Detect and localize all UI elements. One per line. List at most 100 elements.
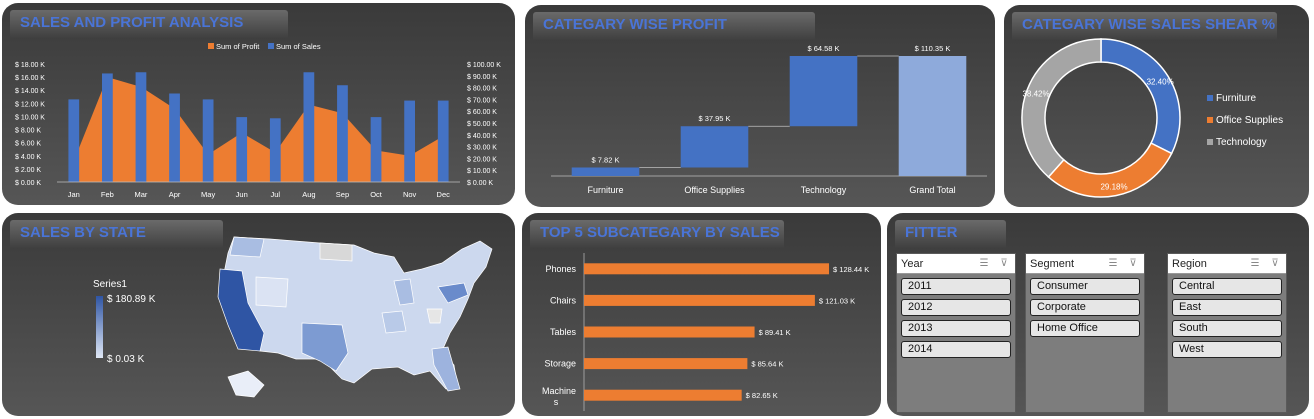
category-tick-label: Furniture [587, 185, 623, 195]
sales-profit-chart: Sum of Profit Sum of Sales $ 0.00 K $ 2.00 … [15, 42, 501, 199]
category-tick-label: Technology [801, 185, 847, 195]
state-washington [229, 236, 265, 258]
slicer-item-segment[interactable]: Home Office [1030, 320, 1140, 337]
category-share-panel: CATEGARY WISE SALES SHEAR % 32.40% 29.18%… [1004, 5, 1309, 207]
month-tick-label: Aug [302, 190, 315, 199]
region-slicer-header: Region ☰ ⊽ [1168, 254, 1286, 274]
slicer-item-region[interactable]: West [1172, 341, 1282, 358]
month-tick-label: Mar [134, 190, 147, 199]
waterfall-data-label: $ 37.95 K [698, 114, 730, 123]
profit-area [73, 77, 444, 182]
legend-sales-swatch [268, 43, 274, 49]
subcategory-data-label: $ 89.41 K [759, 328, 791, 337]
segment-slicer[interactable]: Segment ☰ ⊽ Consumer Corporate Home Offi… [1025, 253, 1145, 413]
category-tick-label: Grand Total [909, 185, 955, 195]
state-texas [301, 322, 349, 372]
category-profit-title: CATEGARY WISE PROFIT [533, 12, 815, 41]
state-new-york [437, 282, 469, 304]
sales-state-title: SALES BY STATE [10, 220, 223, 249]
sales-bar [202, 99, 214, 182]
us-map-states [217, 236, 493, 398]
waterfall-bar [571, 167, 640, 176]
sales-profit-title: SALES AND PROFIT ANALYSIS [10, 10, 288, 39]
month-tick-label: Apr [169, 190, 181, 199]
segment-slicer-title: Segment [1030, 257, 1075, 270]
segment-slicer-header: Segment ☰ ⊽ [1026, 254, 1144, 274]
top5-title: TOP 5 SUBCATEGARY BY SALES [530, 220, 784, 249]
waterfall-data-label: $ 64.58 K [807, 44, 839, 53]
donut-slice [1100, 38, 1181, 155]
clear-filter-icon[interactable]: ⊽ [1271, 257, 1279, 269]
filter-panel: FITTER Year ☰ ⊽ 2011 2012 2013 2014 Segm… [887, 213, 1309, 416]
month-tick-label: Jan [68, 190, 80, 199]
right-tick-label: $ 0.00 K [467, 180, 493, 187]
month-tick-label: Oct [370, 190, 383, 199]
donut-data-label: 38.42% [1022, 89, 1049, 98]
month-tick-label: Nov [403, 190, 417, 199]
right-tick-label: $ 80.00 K [467, 86, 497, 93]
sales-bar [269, 118, 281, 182]
clear-filter-icon[interactable]: ⊽ [1129, 257, 1137, 269]
subcategory-bar [584, 389, 742, 401]
month-tick-label: Jun [236, 190, 248, 199]
category-profit-panel: CATEGARY WISE PROFIT $ 7.82 K Furniture $ … [525, 5, 995, 207]
category-profit-chart: $ 7.82 K Furniture $ 37.95 K Office Supplie… [551, 44, 987, 195]
slicer-item-year[interactable]: 2014 [901, 341, 1011, 358]
state-california [217, 268, 265, 352]
category-share-chart: 32.40% 29.18% 38.42% Furniture Office Suppli… [1021, 38, 1283, 198]
subcategory-tick-label: Phones [545, 264, 576, 274]
month-tick-label: Jul [270, 190, 280, 199]
subcategory-bar [584, 326, 755, 338]
subcategory-tick-label-cont: s [554, 397, 559, 407]
right-tick-label: $ 90.00 K [467, 74, 497, 81]
year-slicer[interactable]: Year ☰ ⊽ 2011 2012 2013 2014 [896, 253, 1016, 413]
top5-chart: $ 128.44 K Phones $ 121.03 K Chairs $ 89.41 … [542, 253, 869, 411]
waterfall-data-label: $ 7.82 K [592, 155, 620, 164]
state-alaska [227, 370, 265, 398]
map-legend-gradient [96, 296, 103, 358]
left-tick-label: $ 8.00 K [15, 128, 41, 135]
us-map [217, 236, 493, 398]
multi-select-icon[interactable]: ☰ [979, 257, 989, 269]
slicer-item-segment[interactable]: Consumer [1030, 278, 1140, 295]
legend-label: Technology [1216, 137, 1267, 148]
multi-select-icon[interactable]: ☰ [1250, 257, 1260, 269]
donut-data-label: 29.18% [1100, 182, 1127, 191]
sales-bar [437, 100, 449, 182]
legend-sales-label: Sum of Sales [276, 42, 321, 51]
legend-swatch [1207, 117, 1213, 123]
slicer-item-year[interactable]: 2011 [901, 278, 1011, 295]
slicer-item-year[interactable]: 2013 [901, 320, 1011, 337]
legend-profit-swatch [208, 43, 214, 49]
top5-panel: TOP 5 SUBCATEGARY BY SALES $ 128.44 K Pho… [522, 213, 881, 416]
sales-bar [370, 117, 382, 182]
year-slicer-header: Year ☰ ⊽ [897, 254, 1015, 274]
right-tick-label: $ 60.00 K [467, 109, 497, 116]
waterfall-bar [680, 126, 749, 168]
left-tick-label: $ 12.00 K [15, 101, 45, 108]
right-tick-label: $ 40.00 K [467, 133, 497, 140]
left-tick-label: $ 6.00 K [15, 141, 41, 148]
clear-filter-icon[interactable]: ⊽ [1000, 257, 1008, 269]
left-tick-label: $ 10.00 K [15, 114, 45, 121]
sales-bar [236, 117, 248, 182]
region-slicer[interactable]: Region ☰ ⊽ Central East South West [1167, 253, 1287, 413]
category-share-title: CATEGARY WISE SALES SHEAR % [1012, 12, 1277, 41]
month-tick-label: Dec [437, 190, 451, 199]
map-legend-max: $ 180.89 K [107, 294, 156, 305]
map-legend-title: Series1 [93, 279, 127, 290]
slicer-item-segment[interactable]: Corporate [1030, 299, 1140, 316]
sales-bar [303, 72, 315, 182]
slicer-item-region[interactable]: Central [1172, 278, 1282, 295]
right-tick-label: $ 10.00 K [467, 168, 497, 175]
sales-state-panel: SALES BY STATE Series1 $ 180.89 K $ 0.03… [2, 213, 515, 416]
slicer-item-region[interactable]: South [1172, 320, 1282, 337]
slicer-item-region[interactable]: East [1172, 299, 1282, 316]
slicer-item-year[interactable]: 2012 [901, 299, 1011, 316]
year-slicer-title: Year [901, 257, 924, 270]
multi-select-icon[interactable]: ☰ [1108, 257, 1118, 269]
subcategory-tick-label: Storage [544, 359, 576, 369]
legend-label: Furniture [1216, 93, 1256, 104]
subcategory-data-label: $ 82.65 K [746, 391, 778, 400]
map-legend-min: $ 0.03 K [107, 354, 145, 365]
